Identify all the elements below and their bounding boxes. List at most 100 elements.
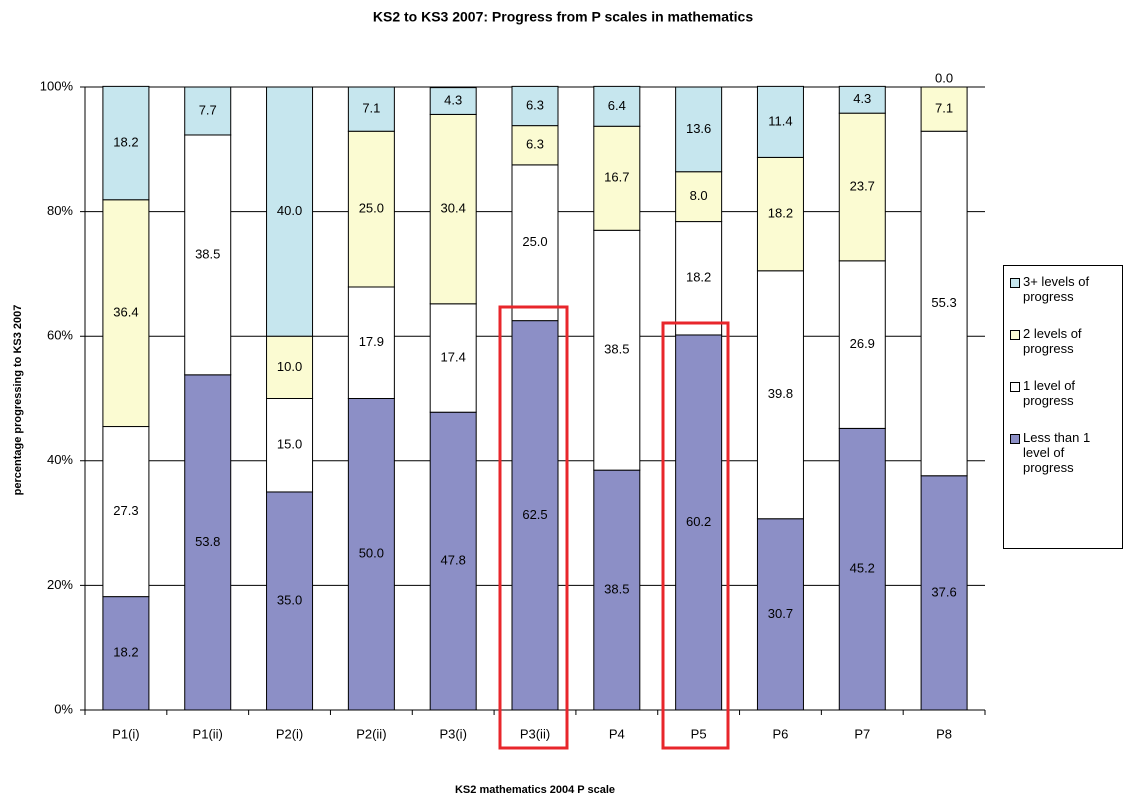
- x-tick-label: P8: [936, 726, 952, 741]
- value-label: 25.0: [522, 234, 547, 249]
- x-tick-label: P5: [691, 726, 707, 741]
- value-label: 7.7: [199, 102, 217, 117]
- value-label: 26.9: [850, 336, 875, 351]
- bar-segment: [184, 134, 232, 376]
- legend-swatch: [1010, 434, 1020, 444]
- value-label: 6.3: [526, 97, 544, 112]
- y-tick-label: 80%: [47, 203, 73, 218]
- bar-segment: [102, 85, 150, 201]
- value-label: 18.2: [113, 135, 138, 150]
- value-label: 38.5: [195, 246, 220, 261]
- x-tick-label: P3(ii): [520, 726, 550, 741]
- legend-swatch: [1010, 330, 1020, 340]
- value-label: 17.4: [441, 349, 466, 364]
- plot: 0% 20% 40% 60% 80% 100% P1(i) 18.2 27.3 36.4 18.2 P…: [40, 70, 986, 741]
- value-label: 60.2: [686, 514, 711, 529]
- bar-segment: [920, 86, 968, 132]
- value-label: 7.1: [935, 101, 953, 116]
- bar-segment: [429, 411, 477, 711]
- x-tick-label: P6: [773, 726, 789, 741]
- legend-label: 3+ levels of progress: [1023, 274, 1090, 304]
- bar-segment: [838, 260, 886, 429]
- legend-swatch: [1010, 278, 1020, 288]
- bar-segment: [266, 335, 314, 400]
- bar-segment: [593, 469, 641, 711]
- value-label: 0.0: [935, 70, 953, 85]
- value-label: 6.4: [608, 98, 626, 113]
- bar-segment: [511, 164, 559, 322]
- bar-segment: [184, 86, 232, 136]
- value-label: 6.3: [526, 137, 544, 152]
- value-label: 16.7: [604, 170, 629, 185]
- value-label: 7.1: [362, 101, 380, 116]
- chart-title: KS2 to KS3 2007: Progress from P scales …: [373, 9, 753, 25]
- bar-segment: [511, 85, 559, 127]
- value-label: 47.8: [441, 553, 466, 568]
- bar-segment: [429, 113, 477, 305]
- y-tick-label: 0%: [54, 701, 73, 716]
- value-label: 15.0: [277, 437, 302, 452]
- value-label: 30.7: [768, 606, 793, 621]
- bar-segment: [347, 86, 395, 132]
- bar-segment: [593, 229, 641, 471]
- value-label: 10.0: [277, 359, 302, 374]
- bar-segment: [756, 270, 804, 520]
- value-label: 17.9: [359, 334, 384, 349]
- y-axis-label: percentage progressing to KS3 2007: [12, 305, 24, 496]
- bar-segment: [102, 426, 150, 598]
- value-label: 39.8: [768, 386, 793, 401]
- value-label: 23.7: [850, 178, 875, 193]
- value-label: 37.6: [931, 584, 956, 599]
- bar-segment: [675, 334, 723, 711]
- bar-segment: [347, 398, 395, 711]
- legend-entry: 3+ levels of progress: [1010, 274, 1116, 304]
- value-label: 18.2: [113, 645, 138, 660]
- value-label: 11.4: [768, 113, 792, 128]
- value-label: 27.3: [113, 503, 138, 518]
- bar-segment: [347, 130, 395, 288]
- bar-segment: [511, 125, 559, 166]
- value-label: 36.4: [113, 305, 138, 320]
- value-label: 18.2: [686, 270, 711, 285]
- x-tick-label: P4: [609, 726, 625, 741]
- y-tick-label: 60%: [47, 328, 73, 343]
- x-tick-label: P3(i): [439, 726, 466, 741]
- value-label: 18.2: [768, 206, 793, 221]
- y-tick-label: 40%: [47, 452, 73, 467]
- value-label: 55.3: [931, 295, 956, 310]
- value-label: 35.0: [277, 592, 302, 607]
- x-tick-label: P2(ii): [356, 726, 386, 741]
- value-label: 38.5: [604, 342, 629, 357]
- highlight-box: [661, 321, 730, 750]
- bar-segment: [675, 171, 723, 223]
- bar-segment: [593, 85, 641, 127]
- bar-segment: [838, 85, 886, 114]
- legend-entry: 1 level of progress: [1010, 378, 1116, 408]
- bar-segment: [511, 320, 559, 711]
- bar-segment: [675, 221, 723, 336]
- bar-segment: [920, 475, 968, 711]
- value-label: 38.5: [604, 582, 629, 597]
- bar-segment: [102, 596, 150, 711]
- legend-entry: Less than 1 level of progress: [1010, 430, 1116, 475]
- value-label: 4.3: [853, 91, 871, 106]
- value-label: 62.5: [522, 507, 547, 522]
- value-label: 40.0: [277, 203, 302, 218]
- bar-segment: [266, 491, 314, 711]
- bar-segment: [184, 374, 232, 711]
- legend-label: 2 levels of progress: [1023, 326, 1082, 356]
- y-tick-label: 100%: [40, 78, 74, 93]
- x-tick-label: P1(ii): [193, 726, 223, 741]
- x-tick-label: P1(i): [112, 726, 139, 741]
- bar-segment: [756, 518, 804, 711]
- value-label: 30.4: [441, 201, 466, 216]
- value-label: 53.8: [195, 534, 220, 549]
- bar-segment: [429, 87, 477, 115]
- x-axis-label: KS2 mathematics 2004 P scale: [455, 784, 615, 796]
- legend-entry: 2 levels of progress: [1010, 326, 1116, 356]
- y-tick-label: 20%: [47, 577, 73, 592]
- bar-segment: [838, 427, 886, 711]
- bar-segment: [102, 199, 150, 428]
